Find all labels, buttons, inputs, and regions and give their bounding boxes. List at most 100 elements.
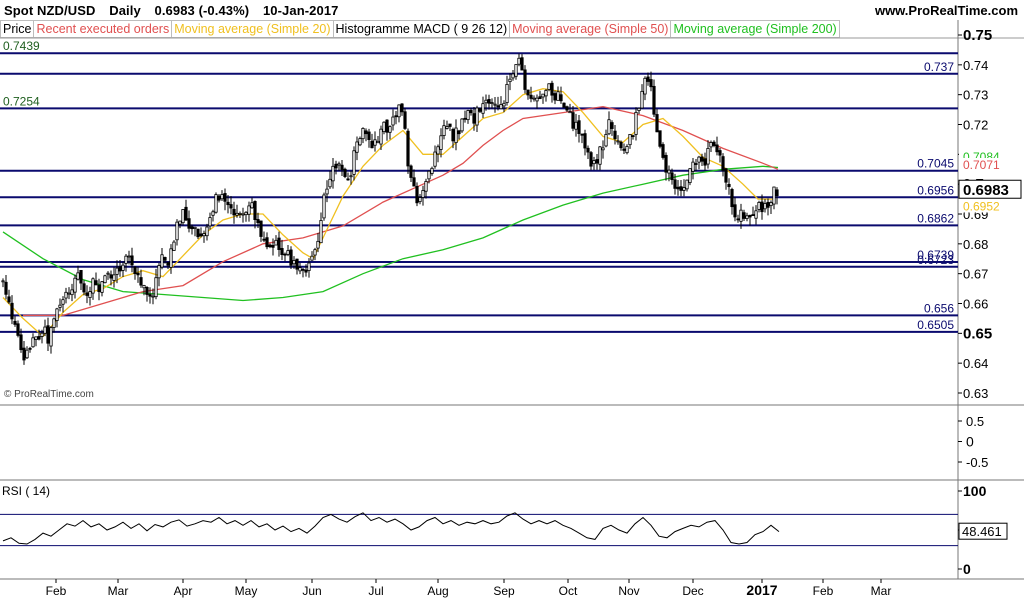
- candle-body: [376, 140, 380, 144]
- candle-body: [526, 89, 530, 96]
- candle-body: [544, 90, 548, 97]
- candle-body: [214, 194, 218, 213]
- candle-body: [655, 114, 659, 133]
- x-tick-label: Feb: [46, 584, 67, 598]
- candle-body: [487, 99, 491, 104]
- candle-body: [388, 126, 392, 133]
- candle-body: [421, 190, 425, 198]
- candle-body: [322, 194, 326, 219]
- legend-item-sma200[interactable]: Moving average (Simple 200): [670, 20, 840, 38]
- candle-body: [283, 253, 287, 256]
- candle-body: [754, 210, 758, 219]
- candle-body: [508, 78, 512, 83]
- candle-body: [157, 265, 161, 279]
- candle-body: [13, 320, 17, 325]
- rsi-tick-label: 100: [963, 483, 987, 499]
- candle-body: [721, 156, 725, 171]
- level-label: 0.6956: [917, 183, 954, 197]
- candle-body: [694, 163, 698, 165]
- candle-body: [253, 201, 257, 220]
- candle-body: [676, 186, 680, 190]
- candle-body: [313, 249, 317, 256]
- candle-body: [232, 208, 236, 216]
- candle-body: [610, 122, 614, 129]
- legend-item-price[interactable]: Price: [0, 20, 35, 38]
- candle-body: [406, 130, 410, 167]
- candle-body: [331, 165, 335, 182]
- candle-body: [184, 206, 188, 221]
- candle-body: [445, 126, 449, 129]
- x-tick-label: Aug: [427, 584, 448, 598]
- candle-body: [766, 201, 770, 208]
- candle-body: [160, 254, 164, 268]
- price-tag-label: 0.7071: [963, 158, 1000, 172]
- candle-body: [760, 201, 764, 213]
- candle-body: [277, 237, 281, 250]
- candle-body: [115, 267, 119, 275]
- candle-body: [700, 156, 704, 162]
- candle-body: [412, 177, 416, 187]
- candle-body: [319, 220, 323, 244]
- candle-body: [202, 233, 206, 237]
- candle-body: [490, 102, 494, 104]
- candle-body: [553, 93, 557, 101]
- candle-body: [286, 250, 290, 255]
- legend-item-executed-orders[interactable]: Recent executed orders: [33, 20, 173, 38]
- candle-body: [190, 226, 194, 230]
- last-price-tag-label: 0.6983: [963, 182, 1009, 199]
- candle-body: [88, 291, 92, 298]
- candle-body: [304, 269, 308, 273]
- rsi-value-label: 48.461: [962, 524, 1002, 539]
- candle-body: [124, 255, 128, 264]
- candle-body: [268, 244, 272, 248]
- level-label: 0.6723: [917, 253, 954, 267]
- x-tick-label: May: [235, 584, 258, 598]
- candle-body: [163, 257, 167, 261]
- candle-body: [295, 258, 299, 270]
- candle-body: [499, 104, 503, 110]
- candle-body: [220, 194, 224, 200]
- candle-body: [76, 272, 80, 280]
- candle-body: [175, 221, 179, 241]
- y-tick-label: 0.67: [963, 267, 988, 282]
- candle-body: [151, 295, 155, 298]
- candle-body: [355, 141, 359, 153]
- candle-body: [259, 220, 263, 237]
- x-tick-label: Oct: [559, 584, 578, 598]
- candle-body: [25, 349, 29, 359]
- candle-body: [502, 102, 506, 107]
- candle-body: [751, 214, 755, 217]
- x-tick-label: Nov: [618, 584, 639, 598]
- candle-body: [352, 150, 356, 175]
- candle-body: [535, 97, 539, 102]
- candle-body: [394, 115, 398, 118]
- candle-body: [733, 204, 737, 218]
- candle-body: [562, 102, 566, 108]
- candle-body: [589, 152, 593, 167]
- candle-body: [169, 248, 173, 268]
- candle-body: [742, 212, 746, 219]
- candle-body: [667, 169, 671, 174]
- candle-body: [229, 204, 233, 209]
- site-url[interactable]: www.ProRealTime.com: [874, 3, 1018, 18]
- candle-body: [565, 106, 569, 111]
- candle-body: [199, 233, 203, 237]
- candle-body: [580, 133, 584, 136]
- candle-body: [418, 197, 422, 203]
- candle-body: [106, 272, 110, 275]
- candle-body: [517, 57, 521, 65]
- candle-body: [514, 64, 518, 77]
- candle-body: [643, 77, 647, 95]
- candle-body: [649, 79, 653, 88]
- sma200-line: [2, 165, 779, 302]
- candle-body: [103, 275, 107, 284]
- candle-body: [139, 277, 143, 286]
- candle-body: [226, 201, 230, 206]
- candle-body: [730, 189, 734, 208]
- chart-header: Spot NZD/USD Daily 0.6983 (-0.43%) 10-Ja…: [0, 0, 1024, 20]
- y-tick-label: 0.65: [963, 325, 992, 342]
- candle-body: [73, 277, 77, 293]
- candle-body: [493, 103, 497, 106]
- candle-body: [241, 213, 245, 216]
